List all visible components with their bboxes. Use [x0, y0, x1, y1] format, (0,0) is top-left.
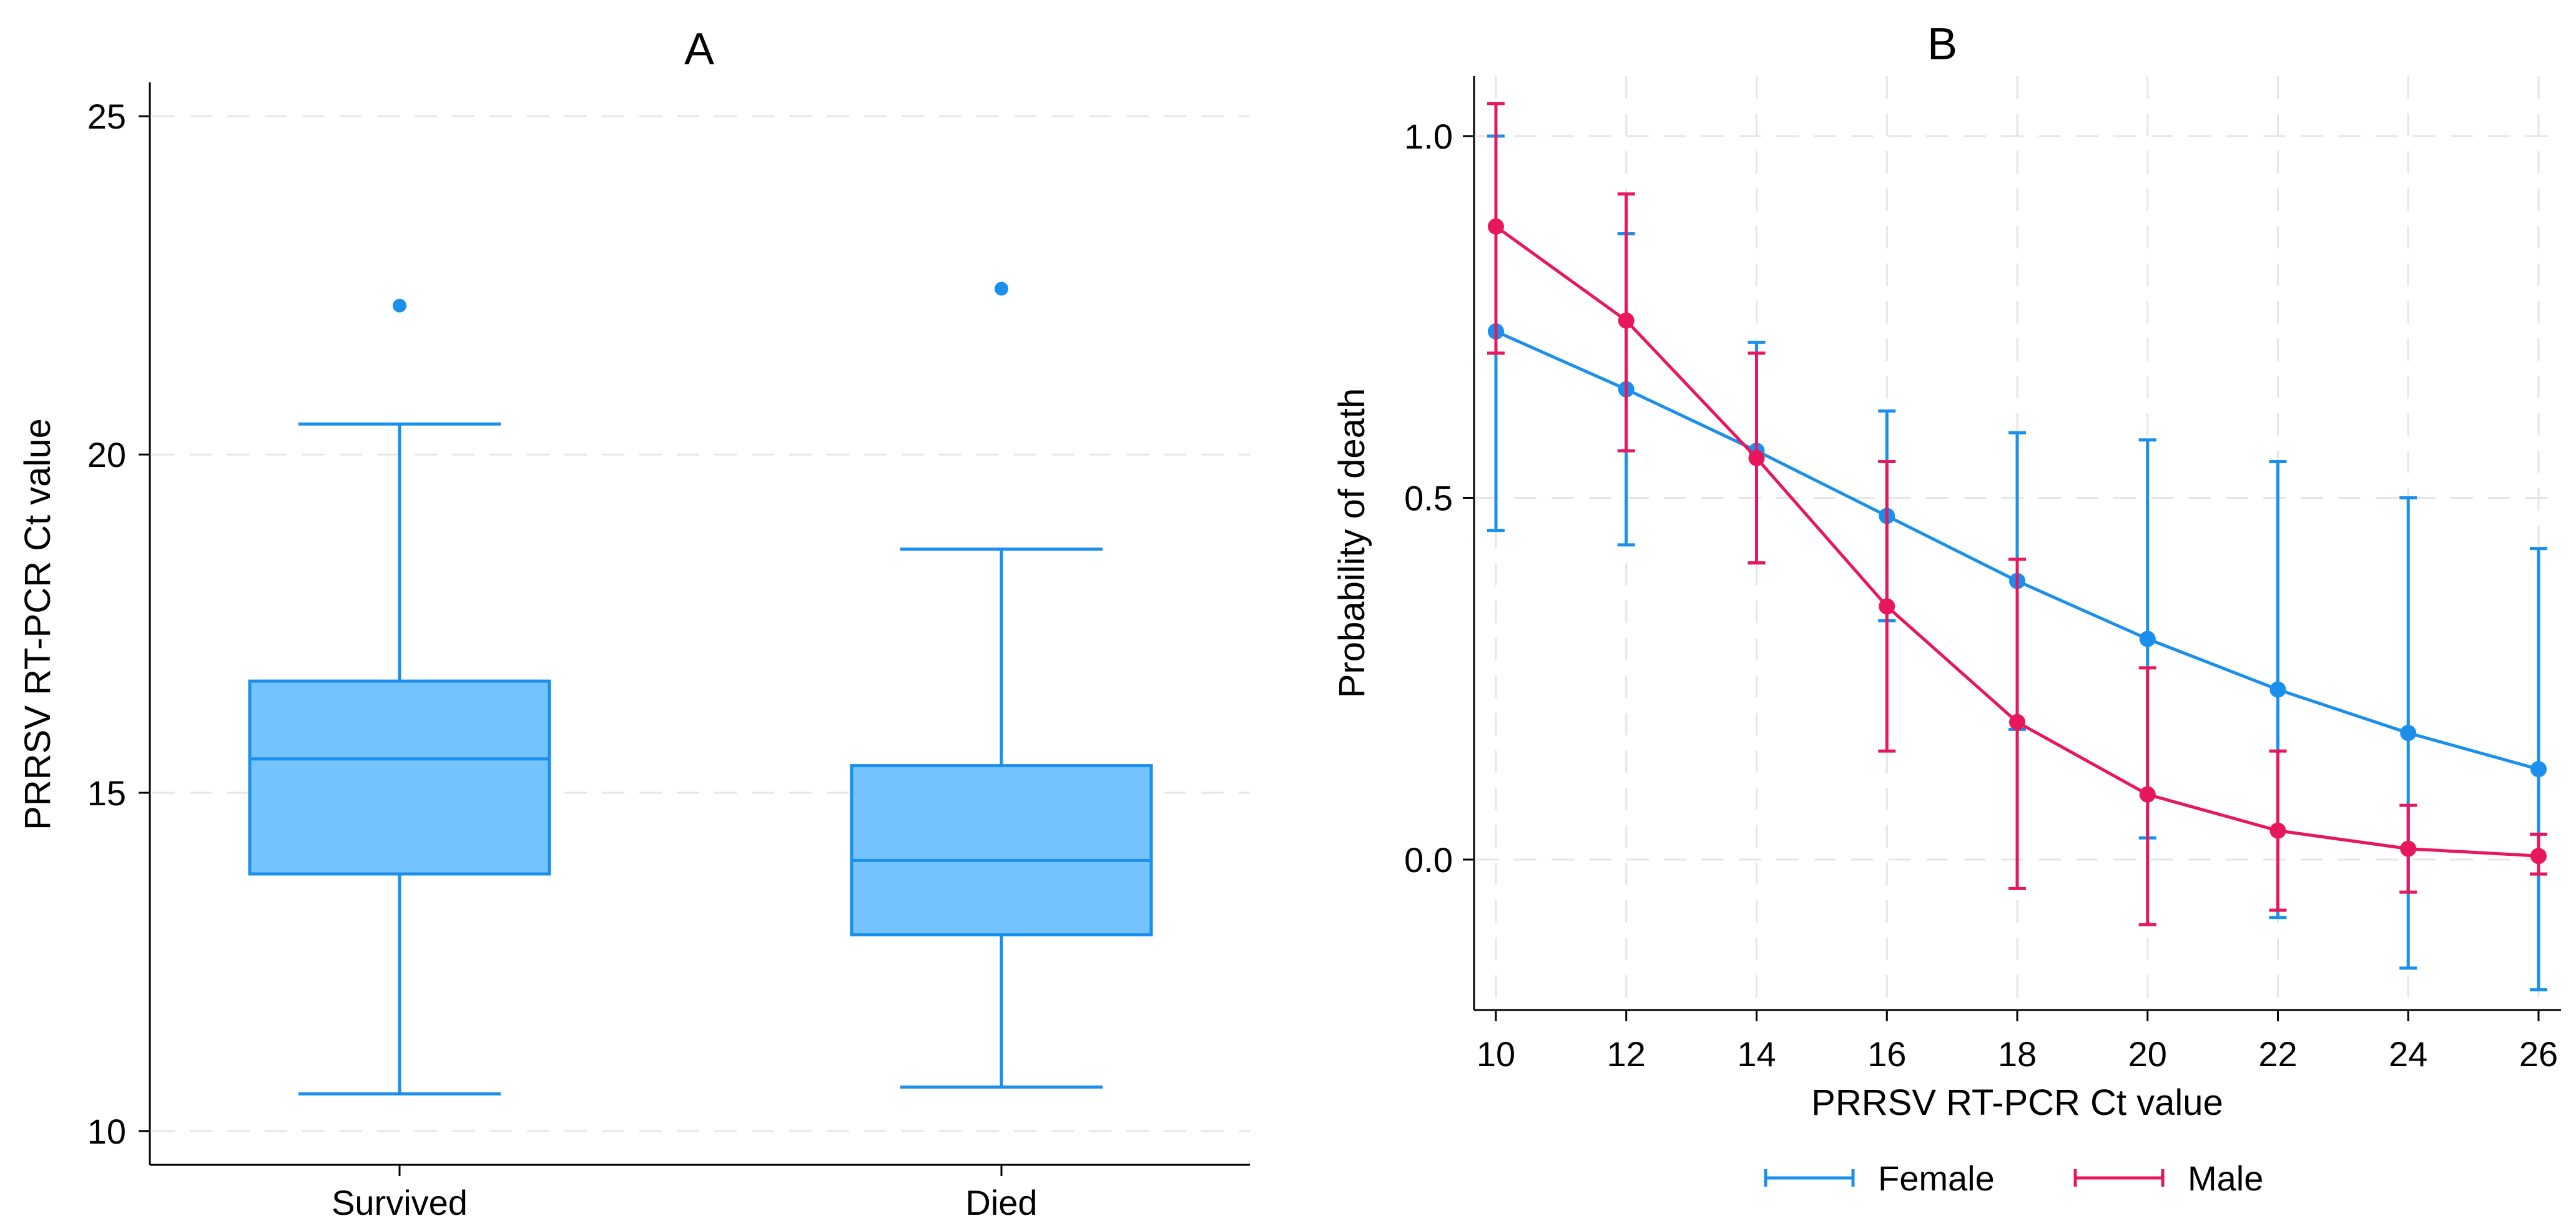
male-point	[1748, 449, 1765, 466]
panel-a-y-ticks: 10 15 20 25	[87, 97, 150, 1151]
panel-a-x-ticks: Survived Died	[332, 1165, 1038, 1222]
box-died	[850, 282, 1153, 1089]
panel-a-boxplot: A 10 15 20 25 Survived Died PRRSV RT-PCR Ct …	[17, 24, 1250, 1222]
legend-label-male: Male	[2188, 1159, 2263, 1198]
panel-a-y-axis-label: PRRSV RT-PCR Ct value	[17, 418, 58, 830]
male-point	[1879, 598, 1895, 615]
female-point	[2530, 761, 2547, 778]
panel-b-x-tick-label: 16	[1867, 1034, 1906, 1074]
panel-b-x-tick-label: 10	[1477, 1034, 1515, 1074]
male-point	[2139, 786, 2156, 803]
panel-b-x-tick-label: 26	[2519, 1034, 2558, 1074]
panel-b-x-tick-label: 20	[2128, 1034, 2167, 1074]
legend-label-female: Female	[1878, 1159, 1995, 1198]
panel-b-x-tick-label: 18	[1998, 1034, 2037, 1074]
male-point	[2009, 714, 2025, 730]
panel-b-y-axis-label: Probability of death	[1332, 388, 1372, 699]
panel-b-x-tick-label: 24	[2389, 1034, 2427, 1074]
male-point	[2400, 840, 2417, 857]
panel-b-x-tick-label: 14	[1737, 1034, 1776, 1074]
panel-b-x-axis-label: PRRSV RT-PCR Ct value	[1811, 1082, 2223, 1123]
outlier-point	[995, 282, 1008, 296]
legend-item-female: Female	[1764, 1159, 1995, 1198]
interquartile-box	[850, 764, 1153, 937]
female-point	[2139, 630, 2156, 647]
male-point	[2530, 848, 2547, 865]
panel-a-axes	[149, 82, 1250, 1166]
female-point	[2400, 725, 2417, 742]
panel-b-x-tick-label: 12	[1607, 1034, 1646, 1074]
panel-b-x-ticks: 10 12 14 16 18 20 22 24 26	[1477, 1010, 2558, 1074]
panel-a-title: A	[684, 24, 714, 74]
male-point	[1618, 312, 1635, 329]
panel-b-legend: Female Male	[1764, 1159, 2263, 1198]
panel-b-y-tick-label: 0.0	[1404, 840, 1453, 880]
panel-a-x-tick-label: Died	[965, 1183, 1037, 1222]
series-male	[1487, 102, 2547, 926]
panel-a-y-tick-label: 25	[87, 97, 126, 136]
interquartile-box	[248, 679, 551, 876]
male-point	[1488, 218, 1504, 235]
panel-b-series	[1487, 102, 2547, 992]
female-point	[2269, 681, 2286, 698]
male-point	[2269, 822, 2286, 839]
panel-b-y-tick-label: 0.5	[1404, 479, 1453, 518]
panel-b-y-ticks: 0.0 0.5 1.0	[1404, 117, 1474, 880]
panel-a-x-tick-label: Survived	[332, 1183, 468, 1222]
outlier-point	[393, 298, 406, 313]
panel-b-y-tick-label: 1.0	[1404, 117, 1453, 156]
panel-a-boxes	[248, 282, 1153, 1096]
box-survived	[248, 298, 551, 1096]
panel-b-x-tick-label: 22	[2258, 1034, 2297, 1074]
panel-b-probability-plot: B 0.0 0.5 1.0 10 12 14 16 18 20 22 24 26 Probabili…	[1332, 19, 2561, 1198]
panel-a-y-tick-label: 10	[87, 1112, 126, 1151]
panel-a-y-tick-label: 20	[87, 435, 126, 474]
legend-item-male: Male	[2073, 1159, 2263, 1198]
panel-b-title: B	[1927, 19, 1957, 69]
panel-a-y-tick-label: 15	[87, 773, 126, 813]
